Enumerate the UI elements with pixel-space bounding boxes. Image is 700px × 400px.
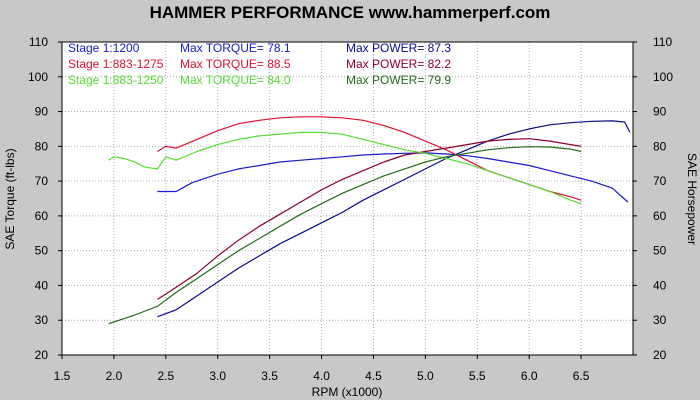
y-axis-left-title: SAE Torque (ft-lbs) <box>3 148 17 249</box>
x-tick-label: 3.0 <box>209 369 226 383</box>
legend-run-name: Stage 1:883-1275 <box>68 57 164 71</box>
x-tick-label: 6.0 <box>521 369 538 383</box>
legend-max-torque: Max TORQUE= 78.1 <box>180 41 291 55</box>
x-tick-label: 1.5 <box>54 369 71 383</box>
y-right-tick-label: 100 <box>653 70 673 84</box>
y-left-tick-label: 80 <box>35 139 49 153</box>
x-tick-label: 3.5 <box>261 369 278 383</box>
y-left-tick-label: 50 <box>35 244 49 258</box>
y-left-tick-label: 60 <box>35 209 49 223</box>
x-axis-title: RPM (x1000) <box>312 385 383 399</box>
x-tick-label: 5.5 <box>469 369 486 383</box>
legend-max-power: Max POWER= 82.2 <box>346 57 451 71</box>
x-tick-label: 2.5 <box>157 369 174 383</box>
x-tick-label: 4.5 <box>365 369 382 383</box>
y-right-tick-label: 90 <box>653 105 667 119</box>
legend-max-power: Max POWER= 79.9 <box>346 73 451 87</box>
y-left-tick-label: 100 <box>28 70 48 84</box>
y-right-tick-label: 60 <box>653 209 667 223</box>
y-right-tick-label: 20 <box>653 348 667 362</box>
series-line-3 <box>157 138 582 300</box>
y-right-tick-label: 40 <box>653 278 667 292</box>
x-tick-label: 5.0 <box>417 369 434 383</box>
y-axis-right-title: SAE Horsepower <box>685 153 699 245</box>
legend-max-torque: Max TORQUE= 88.5 <box>180 57 291 71</box>
y-left-tick-label: 40 <box>35 278 49 292</box>
plot-frame <box>61 41 634 356</box>
legend: Stage 1:1200 Max TORQUE= 78.1 Max POWER= 8… <box>68 41 451 87</box>
legend-max-power: Max POWER= 87.3 <box>346 41 451 55</box>
y-left-tick-label: 20 <box>35 348 49 362</box>
y-right-tick-label: 70 <box>653 174 667 188</box>
series-layer <box>108 116 631 325</box>
series-line-0 <box>157 152 629 203</box>
y-right-tick-label: 30 <box>653 313 667 327</box>
series-line-1 <box>157 120 631 318</box>
x-axis-ticks: 1.5 2.0 2.5 3.0 3.5 4.0 4.5 5.0 5.5 6.0 6.5 <box>54 355 590 383</box>
x-tick-label: 4.0 <box>313 369 330 383</box>
y-right-tick-label: 80 <box>653 139 667 153</box>
y-right-tick-label: 110 <box>653 35 672 49</box>
y-right-tick-label: 50 <box>653 244 667 258</box>
y-left-tick-label: 90 <box>35 105 49 119</box>
y-left-tick-label: 30 <box>35 313 49 327</box>
y-axis-right-ticks: 20 30 40 50 60 70 80 90 100 110 <box>633 35 673 362</box>
series-line-5 <box>108 146 582 325</box>
grid-lines <box>62 42 633 355</box>
y-axis-left-ticks: 20 30 40 50 60 70 80 90 100 110 <box>28 35 62 362</box>
series-line-4 <box>108 131 582 205</box>
x-tick-label: 6.5 <box>573 369 590 383</box>
legend-max-torque: Max TORQUE= 84.0 <box>180 73 291 87</box>
chart-title: HAMMER PERFORMANCE www.hammerperf.com <box>150 3 551 22</box>
y-left-tick-label: 70 <box>35 174 49 188</box>
y-left-tick-label: 110 <box>29 35 48 49</box>
plot-area <box>62 42 633 355</box>
x-tick-label: 2.0 <box>106 369 123 383</box>
legend-run-name: Stage 1:883-1250 <box>68 73 164 87</box>
legend-run-name: Stage 1:1200 <box>68 41 140 55</box>
